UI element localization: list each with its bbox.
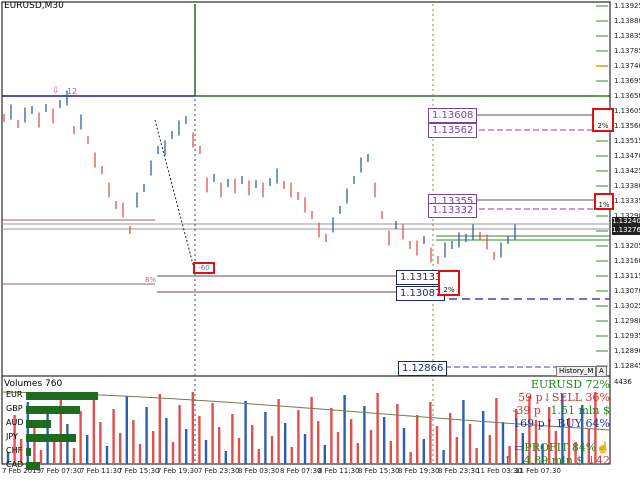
arrow-down-icon: ⇩ xyxy=(52,86,60,96)
price-tick-label: 1.13025 xyxy=(614,302,640,310)
currency-strength-bar xyxy=(26,448,31,456)
time-tick-label: 7 Feb 23:30 xyxy=(198,467,240,475)
price-tick-label: 1.13740 xyxy=(614,62,640,70)
currency-row: JPY xyxy=(4,432,124,443)
currency-label: CAD xyxy=(6,460,24,469)
pips-value: -39 p xyxy=(512,404,541,417)
price-tick-label: 1.13695 xyxy=(614,77,640,85)
price-tick-label: 1.13290 xyxy=(614,212,640,220)
price-tick-label: 1.12980 xyxy=(614,317,640,325)
currency-strength-bar xyxy=(26,392,98,400)
hand-icon: ☝ xyxy=(596,441,610,454)
volume-axis-label: 4436 xyxy=(614,378,632,386)
price-level-box[interactable]: 1.13332 xyxy=(428,203,478,218)
price-level-box[interactable]: 1.13562 xyxy=(428,123,478,138)
currency-label: GBP xyxy=(6,404,23,413)
time-tick-label: 8 Feb 23:30 xyxy=(438,467,480,475)
total-row: ↑ 4.89 mln $ ↓42 xyxy=(503,454,610,467)
currency-strength-bar xyxy=(26,462,40,470)
time-tick-label: 7 Feb 07:30 xyxy=(40,467,82,475)
currency-strength-bar xyxy=(26,434,76,442)
currency-strength-bar xyxy=(26,420,51,428)
currency-row: CHF xyxy=(4,446,124,457)
time-tick-label: 7 Feb 19:30 xyxy=(157,467,199,475)
arrow-count-label: 12 xyxy=(67,87,78,96)
volume-row: -39 p 1.51 mln $ xyxy=(513,404,610,417)
price-tick-label: 1.13070 xyxy=(614,287,640,295)
profit-text: ▭PROFIT 84%☝ xyxy=(513,441,610,454)
price-tick-label: 1.13380 xyxy=(614,182,640,190)
currency-row: GBP xyxy=(4,404,124,415)
price-tick-label: 1.12845 xyxy=(614,362,640,370)
currency-label: JPY xyxy=(6,432,18,441)
percent-marker[interactable]: 2% xyxy=(592,108,614,132)
price-tick-label: 1.13335 xyxy=(614,197,640,205)
price-level-box[interactable]: 1.12866 xyxy=(398,361,448,376)
monitor-icon: ▭ xyxy=(513,441,525,454)
percent-marker[interactable]: 1% xyxy=(594,193,614,210)
price-tick-label: 1.12935 xyxy=(614,332,640,340)
percent-marker[interactable]: 2% xyxy=(438,270,460,296)
time-tick-label: 8 Feb 03:30 xyxy=(238,467,280,475)
price-tick-label: 1.13560 xyxy=(614,122,640,130)
down-count: ↓42 xyxy=(586,454,610,467)
time-tick-label: 11 Feb 03:30 xyxy=(476,467,522,475)
percent-label: 8% xyxy=(145,276,157,284)
time-tick-label: 7 Feb 11:30 xyxy=(80,467,122,475)
time-tick-label: 11 Feb 07:30 xyxy=(515,467,561,475)
price-level-box[interactable]: 1.13608 xyxy=(428,108,478,123)
time-tick-label: 8 Feb 15:30 xyxy=(358,467,400,475)
a-tab[interactable]: A xyxy=(596,366,607,377)
time-tick-label: 8 Feb 07:30 xyxy=(280,467,322,475)
currency-label: AUD xyxy=(6,418,24,427)
total-volume: 4.89 mln $ xyxy=(523,454,584,467)
price-tick-label: 1.13115 xyxy=(614,272,640,280)
time-tick-label: 8 Feb 11:30 xyxy=(318,467,360,475)
currency-row: CAD xyxy=(4,460,124,471)
currency-row: EUR xyxy=(4,390,124,401)
offset-marker[interactable]: -60 xyxy=(193,262,215,274)
history-tab[interactable]: History_M xyxy=(556,366,597,377)
price-tick-label: 1.13785 xyxy=(614,47,640,55)
time-tick-label: 7 Feb 15:30 xyxy=(118,467,160,475)
price-tick-label: 1.13515 xyxy=(614,137,640,145)
price-tick-label: 1.13425 xyxy=(614,167,640,175)
arrow-up-icon: ↑ xyxy=(503,454,513,467)
price-tick-label: 1.13925 xyxy=(614,2,640,10)
time-tick-label: 7 Feb 2019 xyxy=(2,467,42,475)
currency-label: EUR xyxy=(6,390,23,399)
currency-row: AUD xyxy=(4,418,124,429)
ask-price-label: 1.13276 xyxy=(612,226,640,235)
symbol-title: EURUSD,M30 xyxy=(4,1,64,11)
price-tick-label: 1.13835 xyxy=(614,32,640,40)
trend-dotted-line xyxy=(154,119,196,273)
currency-strength-bar xyxy=(26,406,80,414)
price-tick-label: 1.13470 xyxy=(614,152,640,160)
volume-indicator-title: Volumes 760 xyxy=(4,379,63,389)
price-tick-label: 1.13650 xyxy=(614,92,640,100)
bid-price-label: 1.13240 xyxy=(612,217,640,226)
volume-value: 1.51 mln $ xyxy=(550,404,610,417)
currency-label: CHF xyxy=(6,446,23,455)
price-tick-label: 1.12890 xyxy=(614,347,640,355)
price-tick-label: 1.13160 xyxy=(614,257,640,265)
time-tick-label: 8 Feb 19:30 xyxy=(398,467,440,475)
price-tick-label: 1.13880 xyxy=(614,17,640,25)
buy-text: 169 p↑ BUY 64% xyxy=(513,417,610,430)
sell-text: 59 p↓SELL 36% xyxy=(518,391,610,404)
price-tick-label: 1.13205 xyxy=(614,242,640,250)
symbol-strength-text: EURUSD 72% xyxy=(530,378,610,391)
price-tick-label: 1.13605 xyxy=(614,107,640,115)
